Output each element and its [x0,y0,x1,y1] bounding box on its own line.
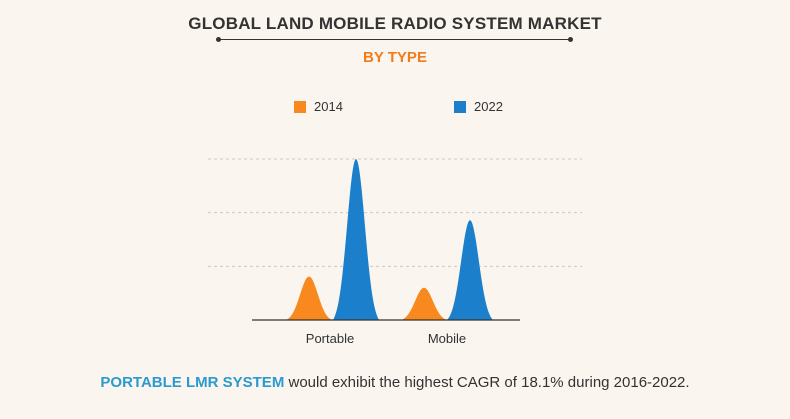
chart-title: GLOBAL LAND MOBILE RADIO SYSTEM MARKET [188,14,602,33]
x-tick-label-portable: Portable [306,331,354,346]
peak-mobile-2014 [401,287,447,320]
legend-label-2022: 2022 [474,99,503,114]
peak-portable-2022 [333,159,379,320]
legend-swatch-2014 [294,100,306,113]
footer-note: PORTABLE LMR SYSTEM would exhibit the hi… [0,374,790,391]
footer-text: would exhibit the highest CAGR of 18.1% … [284,374,690,391]
x-tick-label-mobile: Mobile [428,331,466,346]
peak-portable-2014 [286,276,332,320]
chart-subtitle: BY TYPE [363,49,427,66]
legend-item-2022: 2022 [454,99,503,114]
legend-item-2014: 2014 [294,99,343,114]
title-underline-right-dot [568,37,573,42]
title-underline-left-dot [216,37,221,42]
footer-highlight: PORTABLE LMR SYSTEM [100,374,285,391]
peak-mobile-2022 [447,220,493,320]
legend-label-2014: 2014 [314,99,343,114]
title-underline [218,39,570,40]
legend-swatch-2022 [454,100,466,113]
